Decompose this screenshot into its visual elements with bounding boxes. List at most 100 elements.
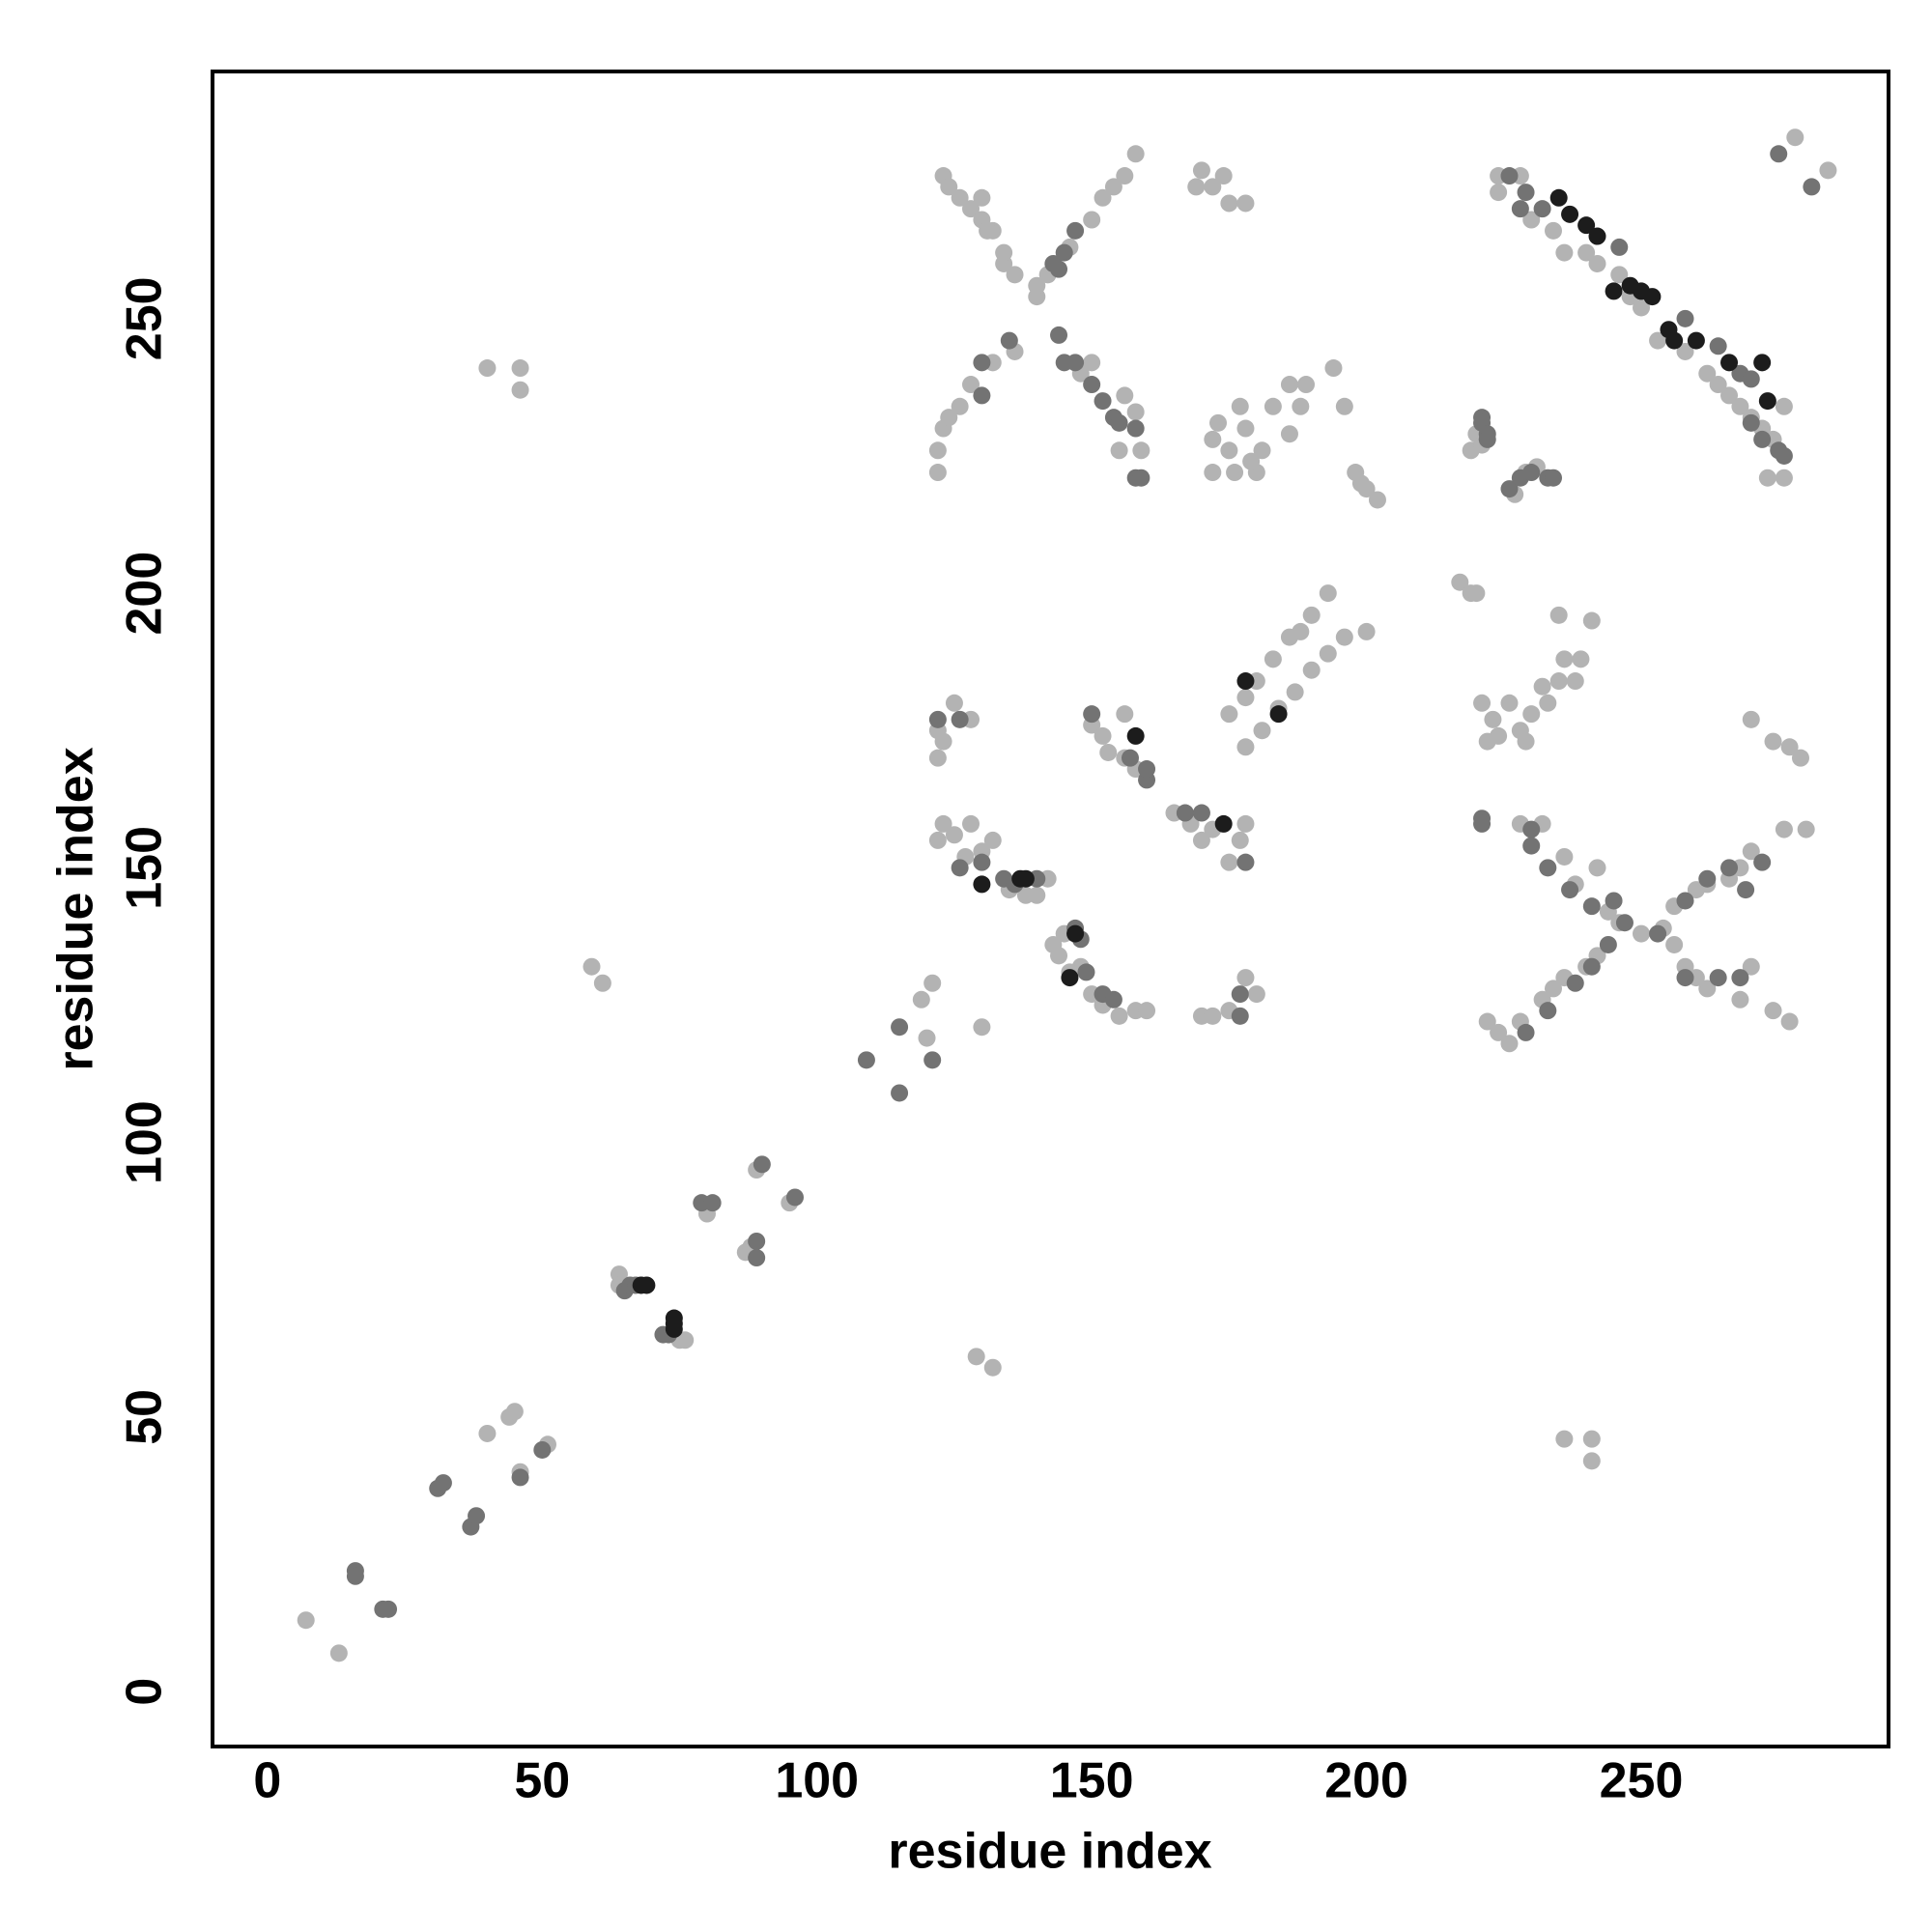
- point: [1490, 184, 1508, 202]
- point: [1742, 370, 1760, 388]
- point: [1253, 441, 1271, 460]
- point: [468, 1507, 486, 1525]
- point: [1698, 364, 1717, 383]
- point: [1264, 397, 1282, 415]
- point: [1132, 441, 1151, 460]
- point: [1533, 677, 1551, 696]
- y-tick-label: 50: [117, 1389, 173, 1445]
- point: [1549, 672, 1568, 691]
- point: [593, 974, 611, 992]
- point: [748, 1249, 766, 1267]
- y-tick-label: 0: [117, 1678, 173, 1706]
- point: [1192, 831, 1210, 849]
- point: [1522, 820, 1541, 838]
- point: [1753, 430, 1772, 448]
- point: [1050, 947, 1068, 965]
- point: [1110, 441, 1128, 460]
- point: [1731, 969, 1749, 987]
- point: [973, 188, 991, 207]
- point: [1775, 820, 1793, 838]
- point: [962, 200, 980, 218]
- point: [1292, 397, 1310, 415]
- point: [1319, 644, 1337, 663]
- point: [1588, 254, 1606, 272]
- point: [1780, 738, 1799, 756]
- point: [1269, 705, 1288, 724]
- point: [1253, 722, 1271, 740]
- point: [1028, 276, 1046, 295]
- point: [983, 831, 1002, 849]
- point: [785, 1188, 804, 1207]
- point: [1187, 178, 1206, 196]
- point: [1028, 886, 1046, 904]
- point: [951, 397, 969, 415]
- point: [1236, 814, 1255, 833]
- point: [1220, 853, 1238, 871]
- point: [1522, 837, 1541, 855]
- point: [582, 957, 601, 976]
- point: [962, 814, 980, 833]
- point: [923, 1051, 942, 1069]
- point: [1050, 326, 1068, 344]
- point: [1242, 452, 1261, 470]
- point: [1770, 145, 1788, 163]
- point: [638, 1276, 656, 1294]
- point: [1577, 243, 1596, 262]
- point: [928, 710, 947, 728]
- point: [1204, 464, 1222, 482]
- x-tick-label: 250: [1600, 1753, 1684, 1809]
- point: [940, 178, 958, 196]
- point: [1297, 376, 1316, 394]
- point: [1555, 1430, 1574, 1448]
- point: [928, 464, 947, 482]
- point: [1467, 584, 1486, 603]
- point: [1000, 331, 1018, 350]
- point: [1204, 1007, 1222, 1025]
- point: [1050, 260, 1068, 278]
- point: [973, 875, 991, 894]
- point: [1731, 397, 1749, 415]
- point: [912, 990, 930, 1009]
- point: [1099, 743, 1118, 761]
- point: [1302, 661, 1321, 679]
- point: [1522, 464, 1541, 482]
- point: [1577, 216, 1596, 235]
- point: [1561, 881, 1579, 899]
- point: [1737, 881, 1755, 899]
- point: [1226, 464, 1244, 482]
- point: [1545, 469, 1562, 487]
- point: [1791, 749, 1809, 767]
- point: [995, 243, 1013, 262]
- point: [346, 1567, 364, 1585]
- point: [478, 1424, 497, 1442]
- point: [1539, 694, 1557, 712]
- point: [1517, 732, 1535, 751]
- point: [1006, 266, 1024, 284]
- point: [1522, 211, 1541, 229]
- point: [1533, 200, 1551, 218]
- point: [1302, 606, 1321, 624]
- point: [928, 441, 947, 460]
- point: [1555, 650, 1574, 668]
- point: [1582, 957, 1601, 976]
- point: [1094, 392, 1112, 411]
- point: [1819, 161, 1837, 180]
- point: [1138, 760, 1156, 779]
- point: [1116, 386, 1134, 405]
- point: [1517, 1023, 1535, 1041]
- point: [1676, 342, 1694, 360]
- y-tick-label: 100: [117, 1100, 173, 1184]
- point: [973, 354, 991, 372]
- point: [1231, 831, 1249, 849]
- point: [1083, 376, 1101, 394]
- point: [1236, 738, 1255, 756]
- point: [1775, 446, 1793, 465]
- point: [1610, 266, 1629, 284]
- y-axis-title: residue index: [48, 747, 104, 1070]
- point: [1764, 732, 1782, 751]
- point: [1138, 1002, 1156, 1020]
- y-tick-label: 150: [117, 826, 173, 910]
- point: [1605, 892, 1623, 910]
- point: [1357, 480, 1376, 498]
- point: [1236, 853, 1255, 871]
